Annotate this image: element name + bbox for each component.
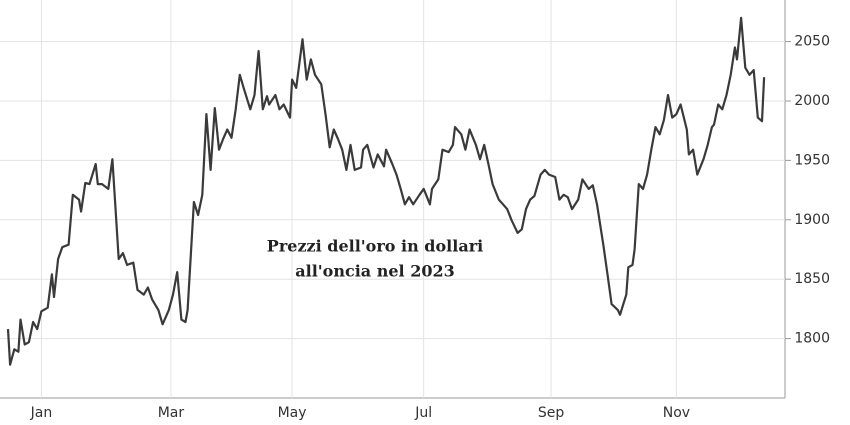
- x-tick-label: Jan: [30, 405, 53, 421]
- y-tick-label: 2050: [794, 34, 830, 50]
- price-line: [6, 16, 766, 366]
- x-tick-label: May: [278, 405, 307, 421]
- y-tick-label: 1850: [794, 271, 830, 287]
- x-tick-label: Mar: [158, 405, 185, 421]
- y-tick-label: 2000: [794, 93, 830, 109]
- x-tick-label: Jul: [414, 405, 432, 421]
- x-tick-label: Nov: [663, 405, 690, 421]
- x-tick-label: Sep: [538, 405, 565, 421]
- annotation: all'oncia nel 2023: [295, 262, 454, 281]
- annotation: Prezzi dell'oro in dollari: [267, 237, 483, 256]
- y-tick-label: 1900: [794, 212, 830, 228]
- y-tick-label: 1950: [794, 152, 830, 168]
- y-tick-label: 1800: [794, 331, 830, 347]
